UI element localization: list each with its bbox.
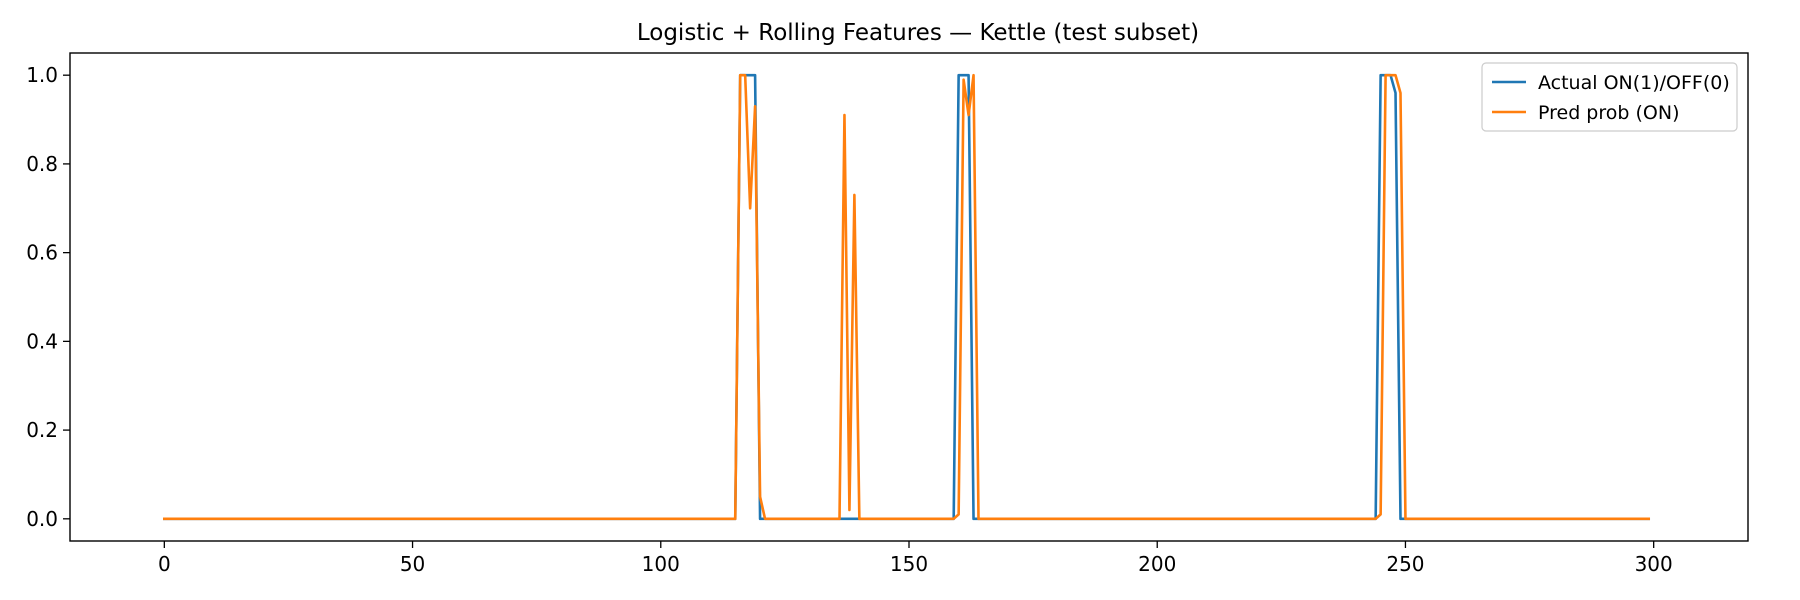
y-tick-label: 0.2	[26, 418, 58, 442]
y-tick-label: 1.0	[26, 63, 58, 87]
chart-title: Logistic + Rolling Features — Kettle (te…	[637, 20, 1199, 46]
legend: Actual ON(1)/OFF(0) Pred prob (ON)	[1481, 62, 1738, 132]
x-tick-label: 0	[158, 552, 171, 576]
y-tick-label: 0.6	[26, 241, 58, 265]
series-line-1	[163, 73, 1651, 521]
legend-label-1: Pred prob (ON)	[1538, 102, 1679, 124]
x-tick-label: 100	[642, 552, 680, 576]
series-line-0	[163, 73, 1651, 521]
plot-area-frame	[69, 52, 1749, 542]
x-tick-label: 250	[1386, 552, 1424, 576]
y-tick-label: 0.8	[26, 152, 58, 176]
series-lines	[163, 73, 1651, 521]
y-tick-label: 0.0	[26, 507, 58, 531]
x-tick-label: 50	[400, 552, 425, 576]
legend-box	[1481, 62, 1738, 132]
x-tick-label: 150	[890, 552, 928, 576]
y-tick-label: 0.4	[26, 329, 58, 353]
x-tick-label: 200	[1138, 552, 1176, 576]
axis-ticks: 0 50 100 150 200 250 300 0.0 0.2 0.4 0.6 0.8 1.0	[26, 63, 1673, 576]
x-tick-label: 300	[1635, 552, 1673, 576]
legend-label-0: Actual ON(1)/OFF(0)	[1538, 72, 1730, 94]
